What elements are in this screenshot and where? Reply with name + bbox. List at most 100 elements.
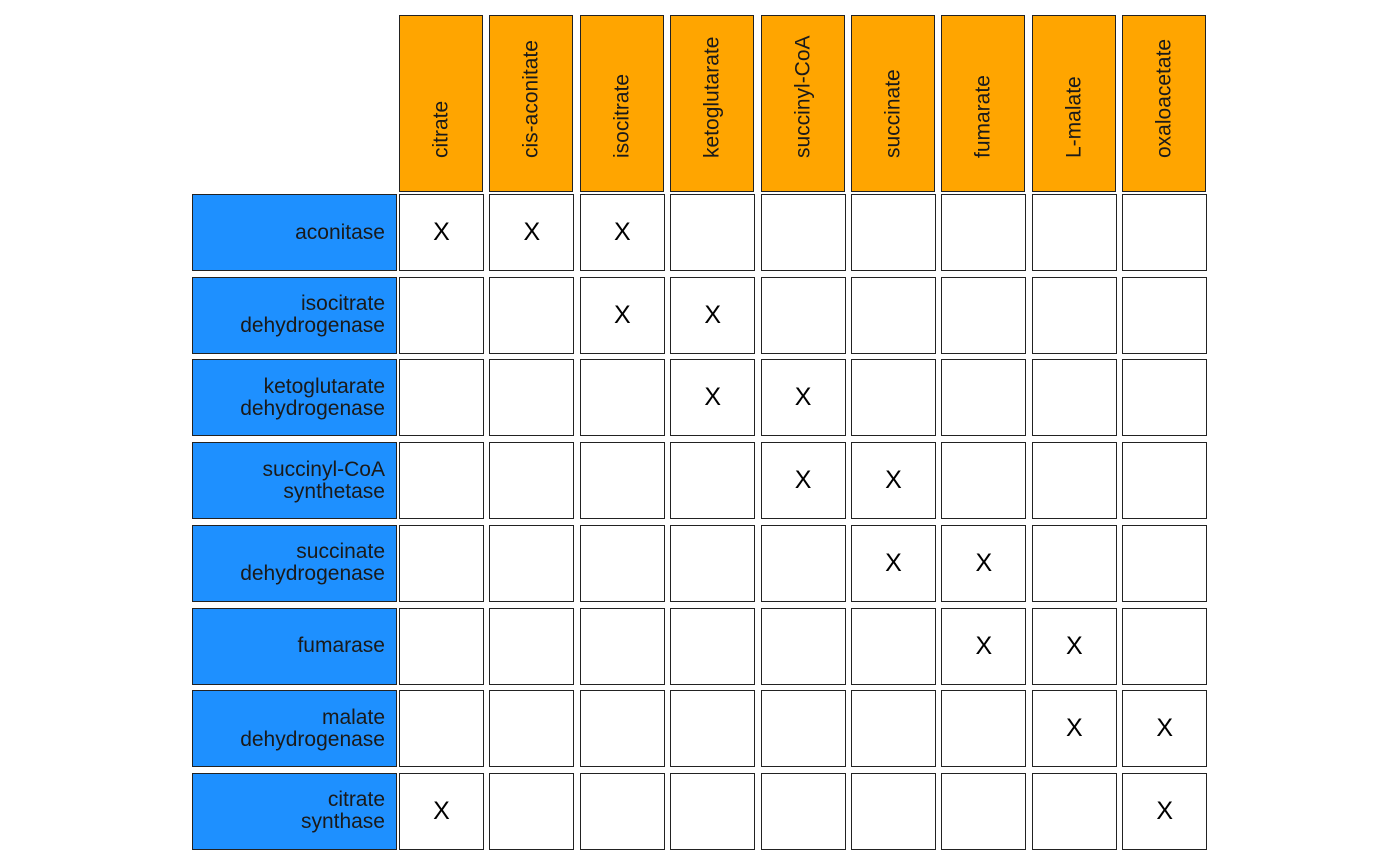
matrix-cell [670,194,756,271]
matrix-cell [399,607,484,685]
matrix-cell [851,194,936,271]
matrix-cell-marked: X [399,772,484,850]
matrix-cell-marked: X [851,524,936,602]
matrix-cell [1031,359,1117,437]
matrix-cell-marked: X [489,194,575,271]
matrix-cell [489,524,575,602]
cell-mark: X [523,218,541,246]
matrix-cell [579,607,665,685]
matrix-cell [1122,524,1208,602]
matrix-cell [1122,359,1208,437]
row-header-label-line: malate [321,705,385,729]
row-header-fumarase: fumarase [192,607,397,685]
matrix-cell [760,690,846,768]
row-header-label-line: dehydrogenase [240,727,385,751]
matrix-cell [1122,607,1208,685]
column-header-label: L-malate [1062,76,1086,158]
matrix-cell [399,442,484,520]
matrix-cell-marked: X [579,276,665,354]
matrix-cell [851,607,936,685]
column-header-oxaloacetate: oxaloacetate [1122,15,1207,192]
matrix-cell-marked: X [399,194,484,271]
row-header-label: malate dehydrogenase [240,705,385,751]
matrix-cell [1122,276,1208,354]
column-header-label: citrate [429,100,453,158]
cell-mark: X [975,548,993,577]
column-header-label: isocitrate [610,73,634,158]
matrix-cell [851,690,936,768]
column-header-label: oxaloacetate [1152,38,1176,158]
column-header-isocitrate: isocitrate [579,15,664,192]
cell-mark: X [613,218,631,246]
matrix-cell [670,690,756,768]
matrix-cell [489,442,575,520]
matrix-cell [399,690,484,768]
row-header-label-line: dehydrogenase [240,562,385,586]
matrix-cell [399,276,484,354]
matrix-cell [851,276,936,354]
matrix-cell [941,442,1027,520]
row-header-label-line: succinate [296,540,385,564]
matrix-cell-marked: X [1031,607,1117,685]
matrix-cell-marked: X [760,359,846,437]
matrix-cell [1122,442,1208,520]
row-header-label-line: isocitrate [300,292,385,316]
matrix-cell [1031,276,1117,354]
row-header-label-line: synthetase [283,479,385,503]
row-header-isocitrate-dehydrogenase: isocitrate dehydrogenase [192,276,397,354]
matrix-cell [579,524,665,602]
matrix-cell-marked: X [1031,690,1117,768]
matrix-cell [760,524,846,602]
column-header-label: ketoglutarate [700,36,724,158]
matrix-cell [941,359,1027,437]
row-header-label-line: ketoglutarate [263,374,385,398]
matrix-cell [1031,772,1117,850]
column-header-cis-aconitate: cis-aconitate [489,15,574,192]
column-header-l-malate: L-malate [1031,15,1116,192]
matrix-cell-marked: X [670,359,756,437]
matrix-cell [579,772,665,850]
matrix-cell [670,607,756,685]
matrix-cell [1031,194,1117,271]
row-header-label: citrate synthase [301,789,385,833]
matrix-cell-marked: X [1122,690,1208,768]
matrix-cell [670,524,756,602]
column-header-succinate: succinate [851,15,935,192]
matrix-cell [489,690,575,768]
row-header-succinate-dehydrogenase: succinate dehydrogenase [192,524,397,602]
matrix-cell [579,442,665,520]
matrix-cell [941,690,1027,768]
matrix-cell [941,772,1027,850]
column-header-label: succinate [881,69,905,158]
matrix-cell-marked: X [760,442,846,520]
cell-mark: X [1065,714,1083,743]
cell-mark: X [704,300,722,329]
matrix-cell [1031,524,1117,602]
matrix-cell [1122,194,1208,271]
row-header-label: isocitrate dehydrogenase [240,293,385,337]
row-header-malate-dehydrogenase: malate dehydrogenase [192,690,397,768]
cell-mark: X [794,383,812,412]
cell-mark: X [1156,714,1174,743]
matrix-cell [579,690,665,768]
column-header-fumarate: fumarate [941,15,1026,192]
matrix-cell-marked: X [579,194,665,271]
column-header-label: succinyl-CoA [791,35,815,158]
matrix-cell [399,359,484,437]
row-header-aconitase: aconitase [192,194,397,271]
cell-mark: X [433,796,450,825]
matrix-cell [489,359,575,437]
row-header-label: succinate dehydrogenase [240,541,385,585]
matrix-cell [670,772,756,850]
matrix-cell-marked: X [1122,772,1208,850]
matrix-cell [760,194,846,271]
matrix-cell-marked: X [670,276,756,354]
cell-mark: X [975,631,993,660]
matrix-cell [489,607,575,685]
matrix-cell [760,607,846,685]
matrix-cell [399,524,484,602]
matrix-cell [851,772,936,850]
matrix-cell [489,276,575,354]
matrix-cell-marked: X [941,524,1027,602]
